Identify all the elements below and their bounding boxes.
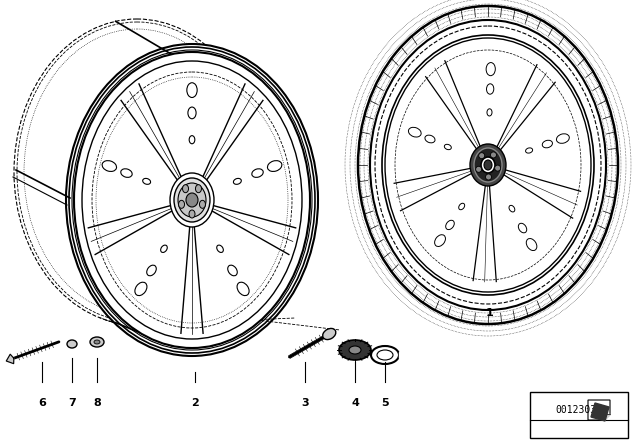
Ellipse shape [170,173,214,227]
Ellipse shape [474,148,502,182]
Ellipse shape [69,47,315,353]
Ellipse shape [66,44,318,356]
Ellipse shape [490,152,497,158]
Polygon shape [588,400,610,420]
Ellipse shape [186,193,198,207]
Ellipse shape [377,350,393,360]
Ellipse shape [470,144,506,186]
Ellipse shape [200,200,205,208]
Polygon shape [399,352,405,358]
Ellipse shape [486,174,492,180]
Ellipse shape [382,35,594,295]
Text: 4: 4 [351,398,359,408]
Ellipse shape [476,166,482,172]
Ellipse shape [90,337,104,347]
Text: 7: 7 [68,398,76,408]
Bar [530,392,628,438]
Ellipse shape [370,20,606,310]
Ellipse shape [182,185,189,193]
Text: 3: 3 [301,398,309,408]
Text: 5: 5 [381,398,389,408]
Ellipse shape [179,200,184,208]
Ellipse shape [72,50,312,350]
Ellipse shape [189,210,195,218]
Ellipse shape [479,153,484,159]
Text: 2: 2 [191,398,199,408]
Polygon shape [604,414,610,420]
Ellipse shape [339,340,371,360]
Ellipse shape [358,6,618,324]
Polygon shape [6,354,14,364]
Ellipse shape [195,185,202,193]
Ellipse shape [94,340,100,344]
Text: 00123038: 00123038 [556,405,602,415]
Ellipse shape [484,160,492,170]
Ellipse shape [481,157,495,173]
Ellipse shape [67,340,77,348]
Text: 6: 6 [38,398,46,408]
Ellipse shape [349,346,361,354]
Ellipse shape [74,52,310,348]
Ellipse shape [178,183,206,217]
Text: 8: 8 [93,398,101,408]
Ellipse shape [495,165,500,171]
Polygon shape [591,403,609,421]
Text: 1: 1 [486,308,494,318]
Ellipse shape [174,178,210,222]
Ellipse shape [82,61,302,339]
Ellipse shape [323,328,336,340]
Ellipse shape [385,38,591,292]
